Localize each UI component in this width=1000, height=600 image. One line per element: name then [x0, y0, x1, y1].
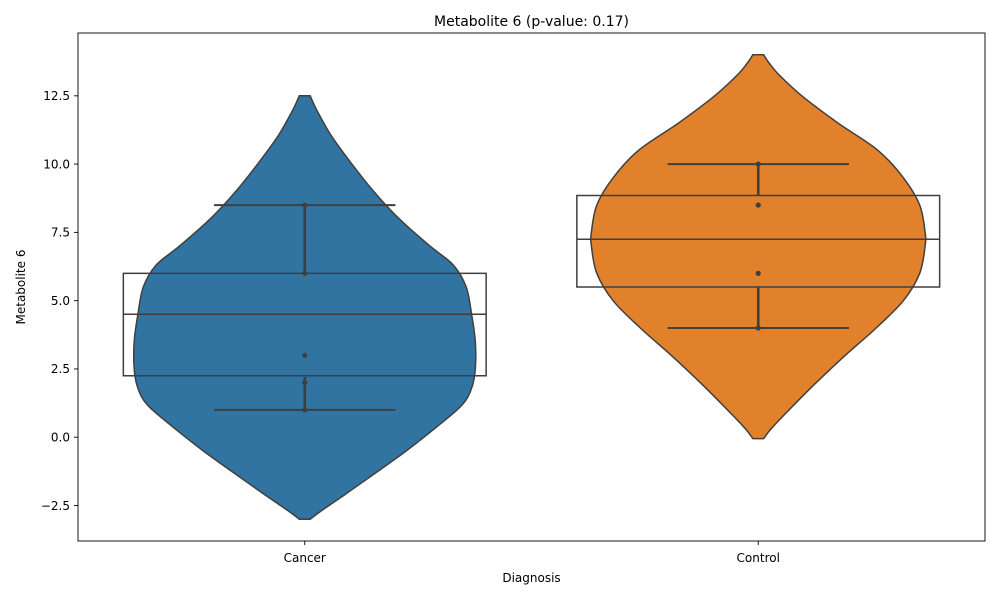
- chart-title: Metabolite 6 (p-value: 0.17): [434, 14, 629, 30]
- data-point-control-3: [755, 161, 761, 167]
- data-point-cancer-4: [302, 202, 308, 208]
- violin-cancer: [133, 95, 477, 520]
- data-point-control-2: [755, 202, 761, 208]
- data-point-cancer-3: [302, 270, 308, 276]
- plot-frame: [77, 32, 986, 542]
- violin-layer: [133, 54, 927, 520]
- x-axis-label: Diagnosis: [502, 571, 560, 585]
- data-point-cancer-0: [302, 407, 308, 413]
- data-point-cancer-2: [302, 352, 308, 358]
- y-tick-label-3: 5.0: [51, 294, 70, 308]
- y-tick-label-4: 7.5: [51, 226, 70, 240]
- y-axis: −2.5 0.0 2.5 5.0 7.5 10.0 12.5: [41, 89, 78, 513]
- point-layer: [302, 161, 761, 413]
- x-tick-label-cancer: Cancer: [284, 551, 326, 565]
- y-axis-label: Metabolite 6: [14, 250, 28, 325]
- x-axis: Cancer Control: [284, 541, 780, 565]
- violin-control: [589, 54, 927, 440]
- y-tick-label-6: 12.5: [43, 89, 70, 103]
- data-point-cancer-1: [302, 379, 308, 386]
- y-tick-label-1: 0.0: [51, 431, 70, 445]
- data-point-control-1: [755, 270, 761, 276]
- data-point-control-0: [755, 325, 761, 331]
- y-tick-label-5: 10.0: [43, 157, 70, 171]
- y-tick-label-0: −2.5: [41, 499, 70, 513]
- x-tick-label-control: Control: [737, 551, 780, 565]
- y-tick-label-2: 2.5: [51, 362, 70, 376]
